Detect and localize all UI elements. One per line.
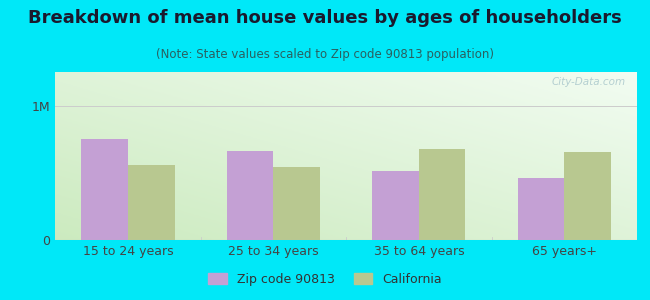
Bar bbox=[518, 178, 564, 240]
Bar bbox=[274, 167, 320, 240]
Text: Breakdown of mean house values by ages of householders: Breakdown of mean house values by ages o… bbox=[28, 9, 622, 27]
Bar bbox=[81, 139, 128, 240]
Bar bbox=[227, 151, 274, 240]
Text: (Note: State values scaled to Zip code 90813 population): (Note: State values scaled to Zip code 9… bbox=[156, 48, 494, 61]
Legend: Zip code 90813, California: Zip code 90813, California bbox=[203, 268, 447, 291]
Bar bbox=[419, 148, 465, 240]
Bar bbox=[128, 165, 174, 240]
Bar bbox=[372, 172, 419, 240]
Text: City-Data.com: City-Data.com bbox=[551, 77, 625, 87]
Bar bbox=[564, 152, 611, 240]
